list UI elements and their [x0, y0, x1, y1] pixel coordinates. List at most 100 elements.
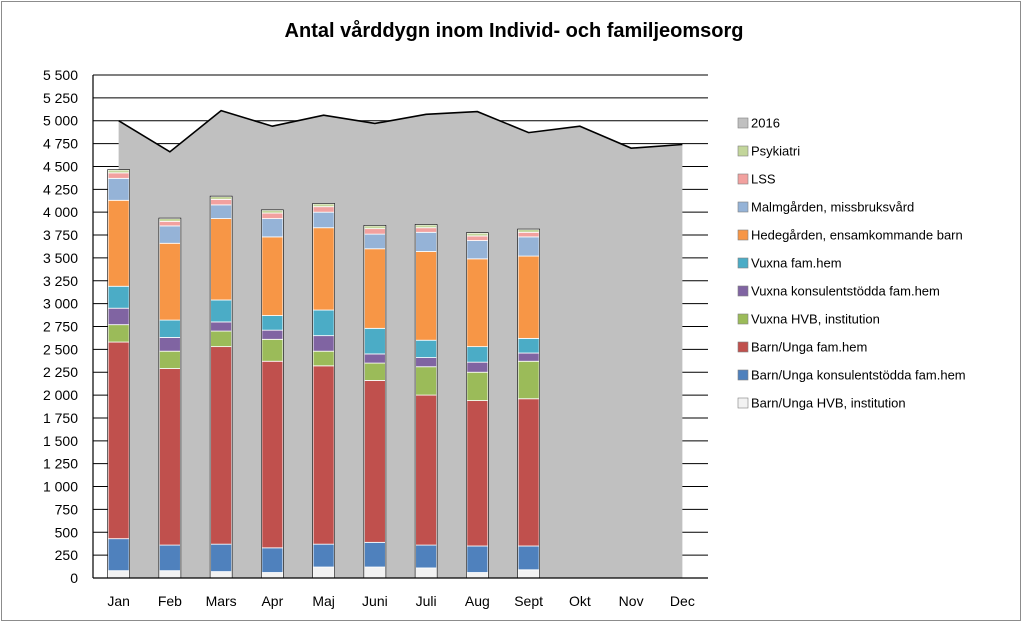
bar-segment: [210, 346, 233, 545]
bar-segment: [415, 357, 438, 368]
legend-label: Psykiatri: [751, 144, 800, 159]
legend-label: Vuxna konsulentstödda fam.hem: [751, 284, 940, 299]
bar-segment: [415, 339, 438, 358]
bar-segment: [312, 543, 335, 568]
bar-segment: [210, 196, 233, 200]
bar-segment: [158, 225, 181, 244]
legend-label: Barn/Unga konsulentstödda fam.hem: [751, 368, 966, 383]
y-tick-label: 5 000: [43, 113, 78, 129]
bar-segment: [158, 368, 181, 546]
x-tick-label: Okt: [569, 593, 591, 609]
y-tick-label: 0: [70, 570, 78, 586]
legend-label: 2016: [751, 116, 780, 131]
bar-segment: [363, 380, 386, 543]
x-tick-label: Mars: [206, 593, 237, 609]
bar-segment: [261, 360, 284, 549]
y-tick-label: 1 000: [43, 479, 78, 495]
bar-segment: [312, 203, 335, 208]
bar-segment: [210, 330, 233, 348]
bar-segment: [517, 352, 540, 362]
bar-segment: [363, 353, 386, 364]
axes: 0 250 500 750 1 000 1 250 1 500 1 750 2 000 2 250…: [43, 67, 708, 609]
y-tick-label: 1 250: [43, 456, 78, 472]
bar-segment: [363, 233, 386, 250]
stacked-bars: [107, 169, 540, 579]
bar-segment: [107, 538, 130, 572]
bar-segment: [363, 541, 386, 568]
legend-swatch: [737, 397, 749, 409]
y-tick-label: 4 000: [43, 204, 78, 220]
legend-swatch: [737, 341, 749, 353]
bar-segment: [107, 341, 130, 540]
y-tick-label: 2 250: [43, 364, 78, 380]
bar-segment: [107, 199, 130, 287]
chart-title: Antal vårddygn inom Individ- och familje…: [285, 19, 744, 42]
bar-segment: [107, 570, 130, 579]
bar-segment: [466, 258, 489, 348]
bar-segment: [517, 398, 540, 547]
bar-segment: [363, 228, 386, 235]
bar-segment: [107, 324, 130, 343]
bar-segment: [158, 218, 181, 222]
x-tick-label: Feb: [158, 593, 182, 609]
bar-segment: [261, 338, 284, 362]
bar-segment: [210, 204, 233, 219]
legend-swatch: [737, 285, 749, 297]
bar-segment: [158, 220, 181, 227]
bar-segment: [363, 225, 386, 230]
bar-segment: [158, 350, 181, 369]
bar-segment: [415, 394, 438, 546]
bar-segment: [415, 251, 438, 341]
legend-label: Malmgården, missbruksvård: [751, 200, 914, 215]
bar-segment: [466, 232, 489, 237]
y-tick-label: 4 500: [43, 158, 78, 174]
bar-segment: [363, 248, 386, 329]
bar-segment: [312, 227, 335, 311]
bar-segment: [466, 240, 489, 260]
bar-segment: [415, 567, 438, 579]
bar-segment: [415, 231, 438, 252]
bar-segment: [415, 224, 438, 229]
legend-swatch: [737, 173, 749, 185]
x-tick-label: Dec: [670, 593, 695, 609]
legend-label: Barn/Unga HVB, institution: [751, 396, 906, 411]
area-line-2016: [118, 109, 683, 153]
bar-segment: [415, 544, 438, 569]
bar-segment: [466, 346, 489, 363]
y-tick-label: 500: [55, 524, 79, 540]
bar-segment: [261, 329, 284, 340]
bar-segment: [312, 211, 335, 229]
x-tick-label: Aug: [465, 593, 490, 609]
bar-segment: [158, 319, 181, 338]
bar-segment: [517, 231, 540, 238]
y-tick-label: 2 000: [43, 387, 78, 403]
y-tick-label: 5 500: [43, 67, 78, 83]
y-tick-label: 3 500: [43, 250, 78, 266]
bar-segment: [312, 309, 335, 337]
bar-segment: [107, 177, 130, 201]
bar-segment: [107, 169, 130, 174]
legend-label: Hedegården, ensamkommande barn: [751, 228, 963, 243]
bar-segment: [210, 299, 233, 323]
bar-segment: [312, 350, 335, 367]
bar-segment: [466, 371, 489, 401]
bar-segment: [261, 236, 284, 316]
bar-segment: [517, 337, 540, 354]
legend-swatch: [737, 117, 749, 129]
bar-segment: [466, 235, 489, 241]
bar-segment: [158, 242, 181, 321]
bar-segment: [312, 365, 335, 545]
x-tick-label: Maj: [312, 593, 335, 609]
bar-segment: [261, 572, 284, 579]
bar-segment: [158, 544, 181, 572]
bar-segment: [517, 229, 540, 233]
y-tick-label: 1 500: [43, 433, 78, 449]
bar-segment: [517, 236, 540, 257]
bar-segment: [363, 327, 386, 355]
bar-segment: [466, 361, 489, 373]
y-tick-label: 2 750: [43, 319, 78, 335]
y-tick-label: 2 500: [43, 341, 78, 357]
bar-segment: [466, 572, 489, 579]
legend-swatch: [737, 145, 749, 157]
